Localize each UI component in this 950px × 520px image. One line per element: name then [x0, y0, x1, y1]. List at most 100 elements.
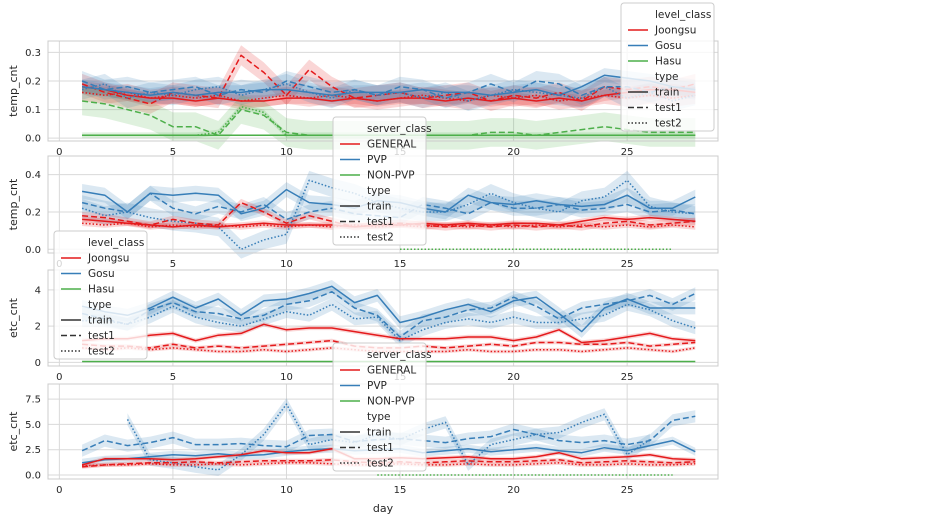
y-tick-label: 0.0 [25, 134, 41, 145]
x-tick-label: 10 [280, 372, 293, 383]
legend-box [53, 230, 148, 360]
x-tick-label: 20 [507, 372, 520, 383]
y-tick-label: 0.0 [25, 470, 41, 481]
y-tick-label: 0 [35, 358, 41, 369]
y-axis-label: etc_cnt [7, 297, 20, 338]
y-tick-label: 0.4 [25, 170, 41, 181]
legend-label: NON-PVP [367, 396, 415, 408]
legend-label: train [367, 201, 391, 213]
x-tick-label: 20 [507, 147, 520, 158]
legend: server_class GENERAL PVP NON-PVP type train te… [332, 116, 432, 246]
legend-label: GENERAL [367, 365, 416, 377]
y-tick-label: 2.5 [25, 445, 41, 456]
legend-box [332, 116, 427, 246]
x-tick-label: 20 [507, 485, 520, 496]
legend-label: test1 [88, 330, 115, 342]
legend-label: test2 [367, 458, 394, 470]
x-tick-label: 5 [170, 485, 176, 496]
legend-label: Gosu [655, 40, 682, 52]
legend-title: type [367, 411, 390, 423]
legend-title: level_class [88, 237, 144, 249]
series-line [81, 54, 696, 105]
confidence-band [82, 298, 696, 347]
legend-label: train [88, 315, 112, 327]
x-tick-label: 10 [280, 147, 293, 158]
y-tick-label: 0.0 [25, 245, 41, 256]
confidence-band [82, 198, 696, 231]
y-axis-label: etc_cnt [7, 411, 20, 452]
series-line [82, 303, 696, 342]
x-tick-label: 5 [170, 259, 176, 270]
legend-label: Joongsu [87, 253, 129, 265]
x-tick-label: 0 [56, 147, 62, 158]
confidence-band [82, 103, 696, 139]
x-tick-label: 25 [621, 259, 634, 270]
legend-label: train [367, 427, 391, 439]
legend-title: server_class [367, 123, 432, 135]
legend-label: test2 [88, 346, 115, 358]
confidence-band [82, 285, 696, 344]
x-tick-label: 10 [280, 259, 293, 270]
legend-label: Joongsu [654, 25, 696, 37]
confidence-band [82, 45, 696, 114]
y-tick-label: 0.3 [25, 48, 41, 59]
legend-title: type [655, 71, 678, 83]
legend-label: test1 [655, 102, 682, 114]
series-line [82, 323, 696, 344]
legend-label: Hasu [88, 284, 114, 296]
x-axis-label: day [373, 502, 394, 515]
series-line [82, 105, 696, 137]
legend-title: type [367, 185, 390, 197]
x-tick-label: 15 [394, 485, 407, 496]
legend: level_class Joongsu Gosu Hasu type train test1… [620, 2, 715, 132]
legend-label: train [655, 87, 679, 99]
y-axis-label: temp_cnt [7, 65, 20, 117]
y-axis-label: temp_cnt [7, 178, 20, 230]
x-tick-label: 15 [394, 259, 407, 270]
x-tick-label: 25 [621, 372, 634, 383]
x-tick-label: 10 [280, 485, 293, 496]
chart-panel-1: 05101520250.00.10.20.3temp_cntlevel_clas… [7, 2, 719, 158]
x-tick-label: 5 [170, 372, 176, 383]
legend-label: Hasu [655, 56, 681, 68]
legend: server_class GENERAL PVP NON-PVP type train te… [332, 342, 432, 472]
confidence-band [82, 86, 696, 150]
legend-title: level_class [655, 9, 711, 21]
chart-panel-2: 0 5 10 15 20 25 0.0 0.2 0.4 temp_cnt server_class G… [7, 116, 719, 270]
series-line [82, 462, 696, 467]
legend-label: test2 [367, 232, 394, 244]
legend-title: type [88, 299, 111, 311]
series-line [81, 415, 696, 452]
confidence-band [82, 185, 696, 227]
series-line [81, 80, 696, 99]
y-tick-label: 5.0 [25, 420, 41, 431]
series-line [82, 85, 696, 102]
legend-title: server_class [367, 349, 432, 361]
legend-label: PVP [367, 380, 387, 392]
legend-label: test2 [655, 118, 682, 130]
series-line [81, 290, 696, 338]
x-tick-label: 20 [507, 259, 520, 270]
legend: level_class Joongsu Gosu Hasu type train test1… [53, 230, 148, 360]
legend-box [332, 342, 427, 472]
x-tick-label: 0 [56, 485, 62, 496]
series-line [82, 222, 696, 228]
legend-label: PVP [367, 154, 387, 166]
legend-label: test1 [367, 216, 394, 228]
x-tick-label: 25 [621, 485, 634, 496]
x-tick-label: 5 [170, 147, 176, 158]
series-line [81, 285, 696, 333]
legend-label: NON-PVP [367, 170, 415, 182]
y-tick-label: 0.1 [25, 105, 41, 116]
y-tick-label: 0.2 [25, 77, 41, 88]
y-tick-label: 4 [35, 285, 41, 296]
y-tick-label: 0.2 [25, 207, 41, 218]
x-tick-label: 25 [621, 147, 634, 158]
legend-box [620, 2, 715, 132]
series-line [82, 100, 696, 137]
series-line [82, 347, 696, 353]
legend-label: GENERAL [367, 139, 416, 151]
legend-label: test1 [367, 442, 394, 454]
